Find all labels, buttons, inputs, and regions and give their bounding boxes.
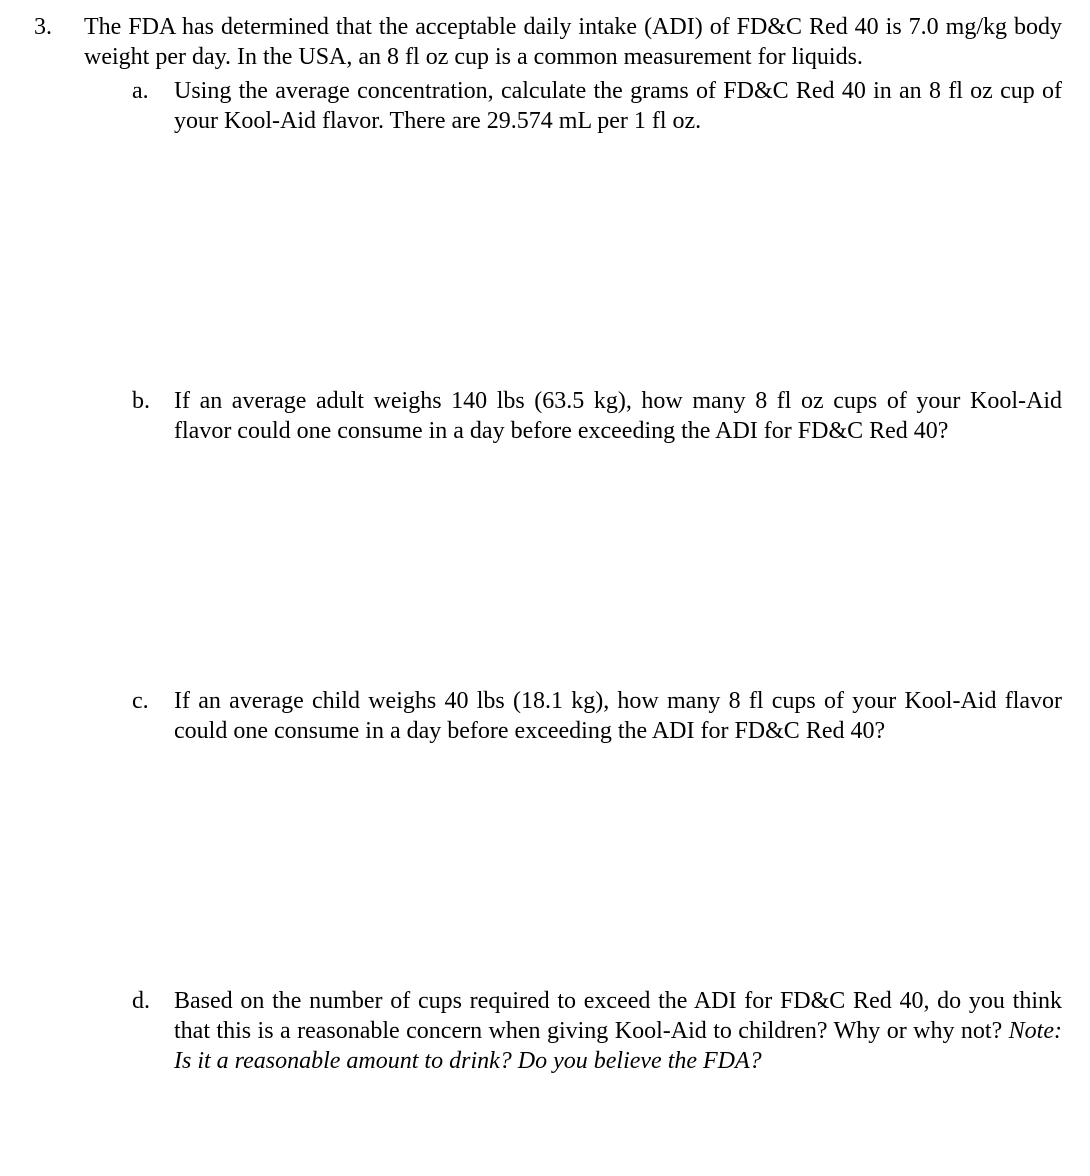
question-body: The FDA has determined that the acceptab… (84, 12, 1062, 1076)
part-b-text: If an average adult weighs 140 lbs (63.5… (174, 386, 1062, 446)
part-b-marker: b. (132, 386, 174, 416)
part-d-text: Based on the number of cups required to … (174, 986, 1062, 1076)
part-a-marker: a. (132, 76, 174, 106)
question-3: 3. The FDA has determined that the accep… (28, 12, 1062, 1076)
question-text: The FDA has determined that the acceptab… (84, 14, 1062, 70)
answer-space-c (84, 746, 1062, 986)
part-b: b. If an average adult weighs 140 lbs (6… (132, 386, 1062, 446)
part-a-text: Using the average concentration, calcula… (174, 76, 1062, 136)
part-c: c. If an average child weighs 40 lbs (18… (132, 686, 1062, 746)
answer-space-b (84, 446, 1062, 686)
part-d-text-plain: Based on the number of cups required to … (174, 988, 1062, 1044)
part-c-text: If an average child weighs 40 lbs (18.1 … (174, 686, 1062, 746)
question-number: 3. (28, 12, 84, 42)
sub-parts: a. Using the average concentration, calc… (84, 76, 1062, 1076)
part-a: a. Using the average concentration, calc… (132, 76, 1062, 136)
part-d-marker: d. (132, 986, 174, 1016)
part-d: d. Based on the number of cups required … (132, 986, 1062, 1076)
answer-space-a (84, 136, 1062, 386)
part-c-marker: c. (132, 686, 174, 716)
